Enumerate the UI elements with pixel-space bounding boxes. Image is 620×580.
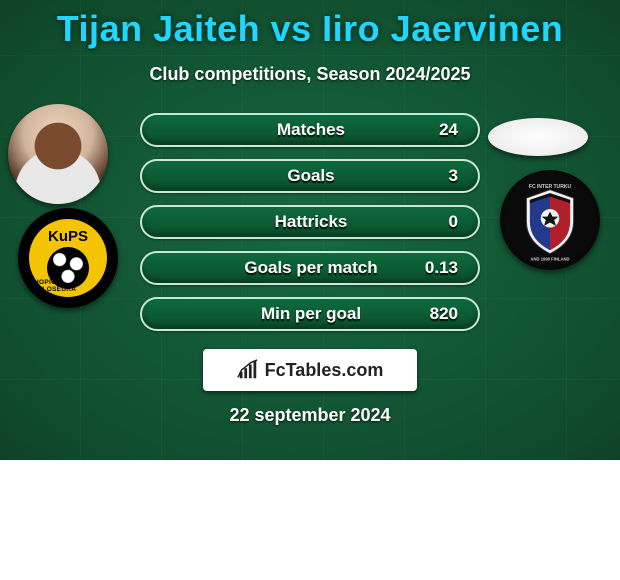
subtitle: Club competitions, Season 2024/2025 <box>0 64 620 85</box>
stats-list: Matches 24 Goals 3 Hattricks 0 Goals per… <box>140 113 480 331</box>
club-badge-left: KuPS KUOPION PALLOSEURA <box>18 208 118 308</box>
bar-chart-icon <box>237 359 259 381</box>
kups-subtext: KUOPION PALLOSEURA <box>29 279 107 293</box>
stat-label: Min per goal <box>208 304 414 324</box>
avatar-face-placeholder <box>8 104 108 204</box>
comparison-card: Tijan Jaiteh vs Iiro Jaervinen Club comp… <box>0 0 620 460</box>
stat-row: Hattricks 0 <box>140 205 480 239</box>
stat-value: 0 <box>414 212 458 232</box>
blank-region <box>0 460 620 580</box>
player-left-avatar <box>8 104 108 204</box>
kups-code: KuPS <box>48 228 88 245</box>
page-title: Tijan Jaiteh vs Iiro Jaervinen <box>0 0 620 50</box>
stat-label: Goals <box>208 166 414 186</box>
stat-value: 3 <box>414 166 458 186</box>
stat-row: Goals per match 0.13 <box>140 251 480 285</box>
club-badge-right: FC INTER TURKU AND 1990 FINLAND <box>500 170 600 270</box>
player-right-avatar-placeholder <box>488 118 588 156</box>
brand-badge: FcTables.com <box>203 349 417 391</box>
kups-badge-inner: KuPS KUOPION PALLOSEURA <box>26 216 110 300</box>
stat-value: 24 <box>414 120 458 140</box>
stat-row: Goals 3 <box>140 159 480 193</box>
stat-row: Matches 24 <box>140 113 480 147</box>
inter-turku-shield-icon: FC INTER TURKU AND 1990 FINLAND <box>508 178 592 262</box>
footer-date: 22 september 2024 <box>0 405 620 426</box>
stat-value: 0.13 <box>414 258 458 278</box>
svg-text:AND 1990 FINLAND: AND 1990 FINLAND <box>530 256 569 261</box>
stat-label: Matches <box>208 120 414 140</box>
svg-text:FC INTER TURKU: FC INTER TURKU <box>529 184 572 190</box>
stat-row: Min per goal 820 <box>140 297 480 331</box>
brand-text: FcTables.com <box>265 360 384 381</box>
stat-label: Hattricks <box>208 212 414 232</box>
stat-label: Goals per match <box>208 258 414 278</box>
stat-value: 820 <box>414 304 458 324</box>
